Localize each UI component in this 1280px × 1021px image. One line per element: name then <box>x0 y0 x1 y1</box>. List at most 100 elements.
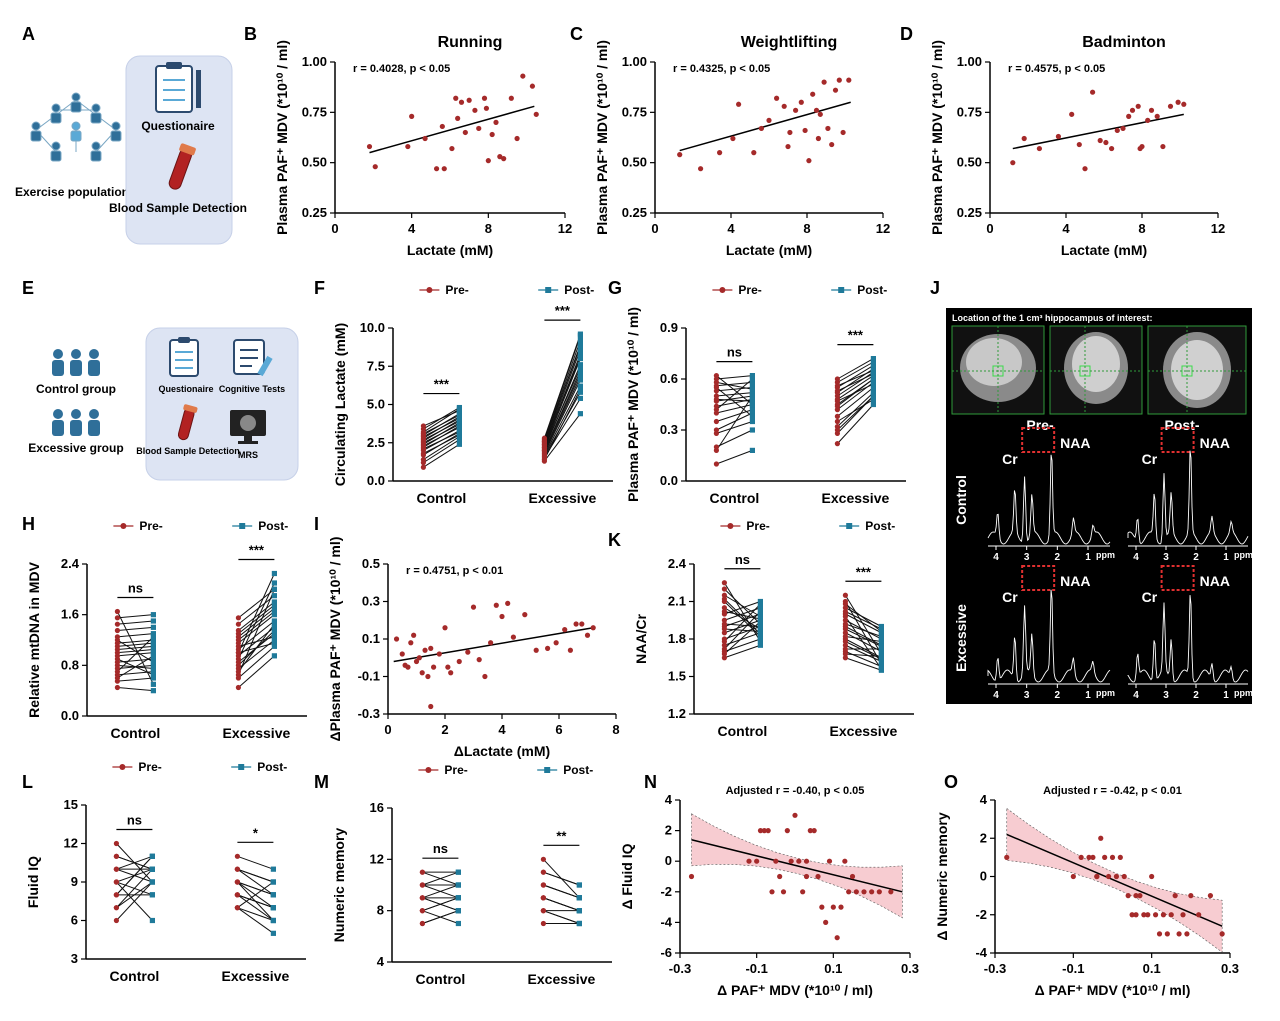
scatter-point <box>765 828 771 834</box>
paired-line <box>723 582 761 642</box>
paired-line <box>423 423 460 444</box>
post-point <box>577 354 583 360</box>
post-point <box>749 390 755 396</box>
blood-tube-icon-e <box>177 404 198 441</box>
x-tick-label: 0 <box>651 221 658 236</box>
scatter-point <box>842 858 848 864</box>
post-point <box>577 337 583 343</box>
scatter-point <box>476 125 482 132</box>
pre-point <box>541 456 548 463</box>
pre-point <box>113 866 119 872</box>
y-tick-label: 0.50 <box>957 155 982 170</box>
excessive-group-icon <box>52 409 100 436</box>
post-point <box>577 346 583 353</box>
scatter-point <box>832 87 839 93</box>
chart-h: 0.0 0.8 1.6 2.4 Relative mtDNA in MDV Pre- Pos… <box>26 519 307 741</box>
y-tick-label: 0.50 <box>622 155 647 170</box>
paired-line <box>423 439 460 464</box>
paired-line <box>543 346 581 442</box>
pre-point <box>721 605 728 611</box>
pre-point <box>540 856 547 862</box>
correlation-annotation: r = 0.4575, p < 0.05 <box>1008 63 1105 75</box>
post-point <box>271 634 277 640</box>
post-point <box>456 412 462 418</box>
pre-point <box>235 631 241 637</box>
legend-post-label: Post- <box>258 519 288 533</box>
scatter-point <box>470 604 477 610</box>
y-tick-label: 0.3 <box>362 594 380 609</box>
pre-point <box>235 662 241 668</box>
chart-d: 0.25 0.50 0.75 1.00 Plasma PAF⁺ MDV (*10¹⁰ /… <box>929 34 1225 258</box>
scatter-point <box>453 95 459 101</box>
scatter-point <box>409 113 415 119</box>
post-point <box>150 688 156 694</box>
paired-line <box>237 907 274 934</box>
legend-pre-marker <box>727 523 734 529</box>
post-point <box>870 359 876 365</box>
y-tick-label: 12 <box>370 851 384 866</box>
post-point <box>271 570 277 577</box>
x-tick-label: -0.1 <box>745 961 767 976</box>
scatter-point <box>1010 160 1016 166</box>
y-tick-label: 8 <box>377 903 384 918</box>
paired-line <box>117 626 154 631</box>
paired-line <box>543 335 581 440</box>
cognitive-tests-label: Cognitive Tests <box>219 384 285 394</box>
post-point <box>456 421 462 427</box>
x-tick-label: 4 <box>408 221 416 236</box>
ppm-tick-label: 4 <box>993 552 999 563</box>
post-point <box>149 892 155 898</box>
panel-label-i: I <box>314 514 319 534</box>
scatter-point <box>448 670 454 676</box>
pre-point <box>114 643 120 649</box>
scatter-point <box>393 636 400 642</box>
legend-post-label: Post- <box>857 283 887 297</box>
scatter-point <box>529 83 536 89</box>
pre-point <box>842 655 849 661</box>
scatter-point <box>853 889 859 895</box>
ppm-tick-label: 3 <box>1163 552 1169 563</box>
scatter-point <box>1149 873 1155 880</box>
pre-point <box>235 684 241 691</box>
scatter-point <box>1175 99 1181 105</box>
scatter-point <box>1055 133 1061 140</box>
paired-line <box>238 636 275 647</box>
naa-peak-label: NAA <box>1060 573 1090 589</box>
post-point <box>878 633 884 640</box>
post-point <box>455 920 461 927</box>
paired-line <box>422 871 459 886</box>
x-tick-label: 0.1 <box>1143 961 1161 976</box>
paired-line <box>845 653 882 657</box>
scatter-point <box>508 95 514 101</box>
scatter-point <box>819 904 825 910</box>
panel-label-c: C <box>570 24 583 44</box>
y-tick-label: -4 <box>660 914 672 929</box>
x-axis-label: Lactate (mM) <box>407 242 493 258</box>
scatter-point <box>573 621 579 627</box>
y-tick-label: 0.25 <box>622 205 647 220</box>
paired-line <box>237 582 275 660</box>
post-point <box>271 643 277 649</box>
pre-point <box>713 447 720 453</box>
chart-b: 0.25 0.50 0.75 1.00 Plasma PAF⁺ MDV (*10¹⁰ /… <box>274 34 572 258</box>
post-point <box>749 386 755 392</box>
paired-line <box>845 619 882 640</box>
scatter-point <box>419 670 425 676</box>
legend-pre-label: Pre- <box>445 283 468 297</box>
mrs-panel: Location of the 1 cm³ hippocampus of int… <box>946 308 1253 704</box>
y-tick-label: 5.0 <box>367 397 385 412</box>
post-point <box>271 627 277 634</box>
correlation-annotation: Adjusted r = -0.42, p < 0.01 <box>1043 785 1182 797</box>
paired-line <box>238 601 275 631</box>
scatter-point <box>766 117 772 123</box>
scatter-point <box>1086 854 1092 860</box>
y-tick-label: 2.4 <box>61 556 80 571</box>
x-axis-label: Lactate (mM) <box>726 242 812 258</box>
scatter-point <box>781 103 787 109</box>
paired-line <box>716 375 753 380</box>
post-point <box>870 393 876 399</box>
pre-point <box>420 443 426 449</box>
post-point <box>150 653 156 659</box>
questionaire-label-a: Questionaire <box>141 119 215 133</box>
scatter-point <box>1145 117 1151 123</box>
